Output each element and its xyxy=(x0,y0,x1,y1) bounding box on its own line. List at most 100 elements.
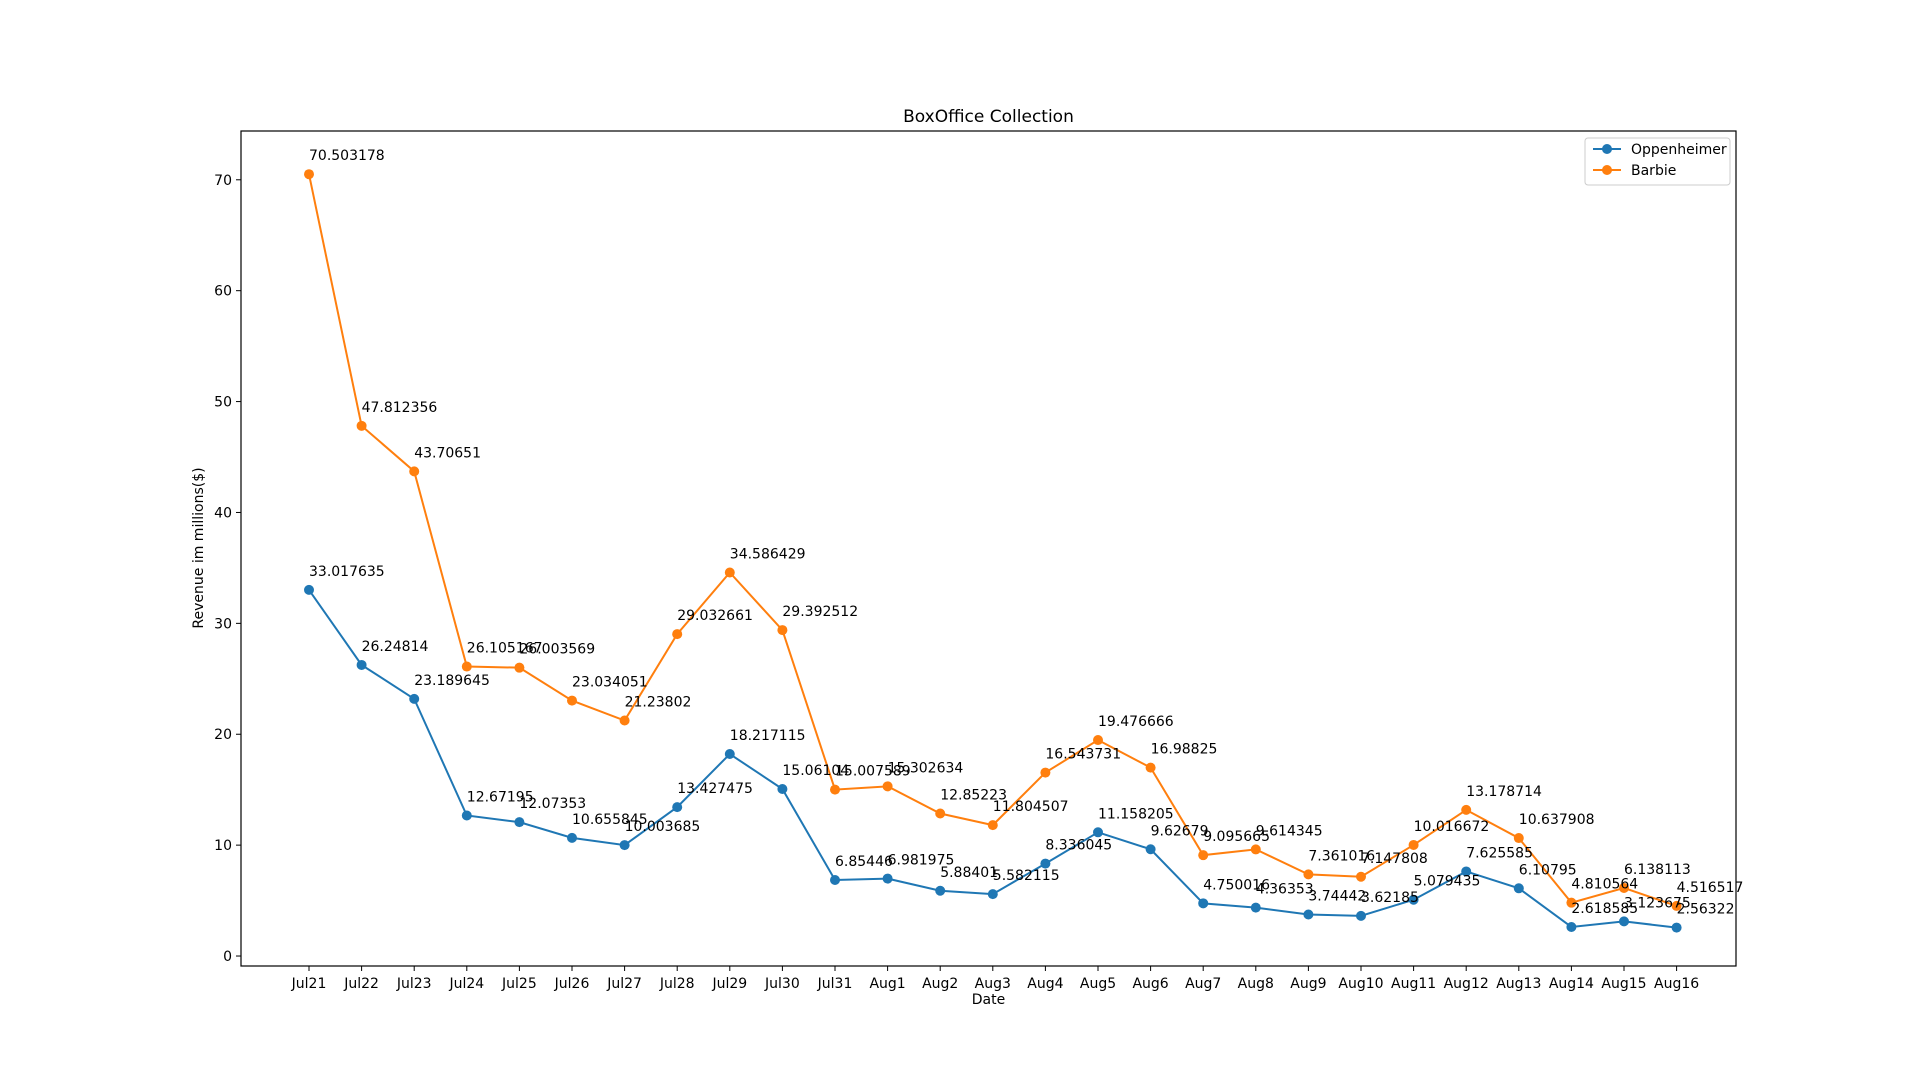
y-tick-label: 20 xyxy=(214,727,232,743)
x-tick-label: Aug3 xyxy=(975,976,1011,992)
x-tick-label: Jul22 xyxy=(343,976,379,992)
x-tick-label: Jul21 xyxy=(291,976,327,992)
x-tick-label: Aug16 xyxy=(1654,976,1699,992)
x-axis: Jul21 Jul22 Jul23 Jul24 Jul25 Jul26 Jul27 Jul28… xyxy=(291,966,1699,992)
data-point-barbie xyxy=(1356,871,1366,882)
data-point-barbie xyxy=(1671,900,1682,911)
x-axis-title: Date xyxy=(972,992,1005,1008)
data-label-barbie: 11.804507 xyxy=(993,799,1069,815)
data-point-oppenheimer xyxy=(461,810,472,821)
x-tick-label: Aug12 xyxy=(1444,976,1489,992)
legend: Oppenheimer Barbie xyxy=(1584,137,1731,186)
data-label-barbie: 10.637908 xyxy=(1519,812,1595,828)
data-label-oppenheimer: 5.88401 xyxy=(940,865,998,881)
y-tick-label: 0 xyxy=(223,949,232,965)
data-label-oppenheimer: 10.655845 xyxy=(572,812,648,828)
data-label-oppenheimer: 6.10795 xyxy=(1519,862,1577,878)
data-label-oppenheimer: 11.158205 xyxy=(1098,806,1174,822)
data-point-barbie xyxy=(1408,839,1419,850)
data-point-oppenheimer xyxy=(619,840,630,851)
plot-area xyxy=(240,130,1737,967)
data-label-barbie: 29.392512 xyxy=(782,604,858,620)
data-label-barbie: 15.302634 xyxy=(888,760,964,776)
data-label-barbie: 16.98825 xyxy=(1151,742,1218,758)
legend-item-oppenheimer: Oppenheimer xyxy=(1593,142,1727,158)
data-label-barbie: 43.70651 xyxy=(414,445,481,461)
data-label-oppenheimer: 18.217115 xyxy=(730,728,806,744)
legend-item-barbie: Barbie xyxy=(1593,163,1676,179)
x-tick-label: Jul30 xyxy=(764,976,800,992)
data-label-barbie: 13.178714 xyxy=(1466,784,1542,800)
data-point-barbie xyxy=(777,625,788,636)
x-tick-label: Aug4 xyxy=(1027,976,1063,992)
data-label-barbie: 23.034051 xyxy=(572,675,648,691)
data-point-barbie xyxy=(1461,804,1472,815)
x-tick-label: Jul26 xyxy=(554,976,590,992)
y-tick-label: 70 xyxy=(214,173,232,189)
data-point-barbie xyxy=(304,169,314,180)
y-tick-label: 30 xyxy=(214,616,232,632)
data-label-oppenheimer: 6.85446 xyxy=(835,854,893,870)
x-tick-label: Jul28 xyxy=(659,976,695,992)
data-point-oppenheimer xyxy=(1040,858,1051,869)
data-point-oppenheimer xyxy=(409,693,420,704)
data-point-oppenheimer xyxy=(724,749,735,760)
data-label-barbie: 26.003569 xyxy=(519,642,595,658)
y-tick-label: 50 xyxy=(214,395,232,411)
legend-label-oppenheimer: Oppenheimer xyxy=(1631,142,1727,158)
data-point-barbie xyxy=(1093,735,1103,746)
data-label-barbie: 6.138113 xyxy=(1624,862,1691,878)
data-point-barbie xyxy=(830,784,840,795)
data-label-barbie: 15.007589 xyxy=(835,764,911,780)
data-label-oppenheimer: 10.003685 xyxy=(625,819,701,835)
legend-marker-barbie xyxy=(1602,165,1612,175)
data-point-oppenheimer xyxy=(567,832,577,843)
x-tick-label: Aug14 xyxy=(1549,976,1594,992)
data-point-barbie xyxy=(461,661,472,672)
data-label-barbie: 4.516517 xyxy=(1677,880,1744,896)
x-tick-label: Jul25 xyxy=(501,976,537,992)
data-label-barbie: 12.85223 xyxy=(940,788,1007,804)
chart-title: BoxOffice Collection xyxy=(903,107,1074,127)
data-point-oppenheimer xyxy=(1303,909,1314,920)
data-label-oppenheimer: 3.123675 xyxy=(1624,895,1691,911)
data-point-oppenheimer xyxy=(1198,898,1209,909)
data-point-oppenheimer xyxy=(1093,827,1103,838)
data-label-barbie: 29.032661 xyxy=(677,608,753,624)
data-label-oppenheimer: 9.62679 xyxy=(1151,823,1209,839)
data-point-barbie xyxy=(724,567,735,578)
data-label-oppenheimer: 5.582115 xyxy=(993,868,1060,884)
x-tick-label: Aug9 xyxy=(1290,976,1326,992)
x-tick-label: Aug1 xyxy=(869,976,905,992)
series-layer xyxy=(304,169,1682,933)
data-label-oppenheimer: 26.24814 xyxy=(362,639,429,655)
data-point-oppenheimer xyxy=(882,873,893,884)
data-label-barbie: 70.503178 xyxy=(309,148,385,164)
y-tick-label: 40 xyxy=(214,505,232,521)
data-point-oppenheimer xyxy=(1356,910,1366,921)
data-label-oppenheimer: 3.62185 xyxy=(1361,890,1419,906)
data-point-oppenheimer xyxy=(830,875,840,886)
data-label-oppenheimer: 4.36353 xyxy=(1256,882,1314,898)
data-point-barbie xyxy=(882,781,893,792)
data-point-barbie xyxy=(1198,850,1209,861)
x-tick-label: Aug11 xyxy=(1391,976,1436,992)
data-point-barbie xyxy=(672,629,683,640)
data-point-oppenheimer xyxy=(356,659,367,670)
x-tick-label: Jul29 xyxy=(711,976,747,992)
x-tick-label: Jul31 xyxy=(817,976,853,992)
y-tick-label: 10 xyxy=(214,838,232,854)
legend-box xyxy=(1584,137,1731,186)
data-point-barbie xyxy=(1566,897,1577,908)
data-point-barbie xyxy=(987,820,998,831)
y-axis-title: Revenue im millions($) xyxy=(191,467,207,628)
x-tick-label: Aug8 xyxy=(1238,976,1274,992)
data-label-barbie: 19.476666 xyxy=(1098,714,1174,730)
data-label-oppenheimer: 12.67195 xyxy=(467,790,534,806)
legend-label-barbie: Barbie xyxy=(1631,163,1676,179)
data-point-oppenheimer xyxy=(1250,902,1261,913)
x-tick-label: Aug10 xyxy=(1338,976,1383,992)
x-tick-label: Aug13 xyxy=(1496,976,1541,992)
x-tick-label: Aug2 xyxy=(922,976,958,992)
